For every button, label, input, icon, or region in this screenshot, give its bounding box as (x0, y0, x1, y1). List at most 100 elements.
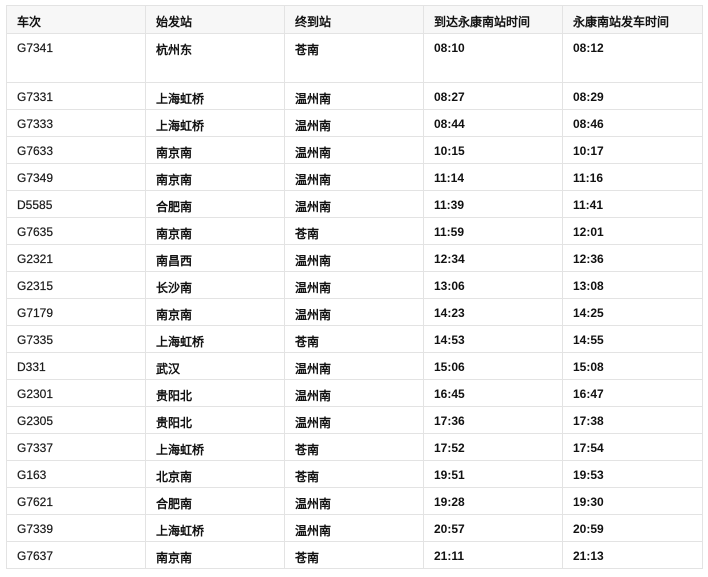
cell-train-number: G2315 (6, 271, 146, 299)
cell-train-number: G7179 (6, 298, 146, 326)
cell-terminal-station: 温州南 (284, 379, 424, 407)
cell-train-number: G7333 (6, 109, 146, 137)
cell-origin-station: 北京南 (145, 460, 285, 488)
cell-origin-station: 上海虹桥 (145, 109, 285, 137)
table-row: G7349 南京南 温州南 11:14 11:16 (6, 163, 703, 191)
train-schedule-table: 车次 始发站 终到站 到达永康南站时间 永康南站发车时间 G7341 杭州东 苍南 0… (6, 5, 703, 569)
table-row: G2301 贵阳北 温州南 16:45 16:47 (6, 379, 703, 407)
table-row: G7335 上海虹桥 苍南 14:53 14:55 (6, 325, 703, 353)
cell-departure-time: 14:25 (562, 298, 703, 326)
cell-terminal-station: 温州南 (284, 82, 424, 110)
cell-origin-station: 上海虹桥 (145, 514, 285, 542)
cell-terminal-station: 苍南 (284, 325, 424, 353)
table-body: G7341 杭州东 苍南 08:10 08:12 G7331 上海虹桥 温州南 08:27 08:… (6, 33, 703, 569)
cell-departure-time: 14:55 (562, 325, 703, 353)
cell-arrival-time: 08:10 (423, 33, 563, 83)
header-row: 车次 始发站 终到站 到达永康南站时间 永康南站发车时间 (6, 5, 703, 34)
cell-arrival-time: 15:06 (423, 352, 563, 380)
cell-arrival-time: 14:53 (423, 325, 563, 353)
cell-terminal-station: 温州南 (284, 487, 424, 515)
cell-terminal-station: 苍南 (284, 460, 424, 488)
table-row: G7635 南京南 苍南 11:59 12:01 (6, 217, 703, 245)
cell-origin-station: 合肥南 (145, 190, 285, 218)
cell-arrival-time: 16:45 (423, 379, 563, 407)
cell-train-number: D5585 (6, 190, 146, 218)
cell-terminal-station: 温州南 (284, 406, 424, 434)
cell-train-number: G7635 (6, 217, 146, 245)
cell-terminal-station: 温州南 (284, 271, 424, 299)
cell-origin-station: 贵阳北 (145, 406, 285, 434)
header-origin-station: 始发站 (145, 5, 285, 34)
cell-terminal-station: 温州南 (284, 190, 424, 218)
cell-departure-time: 11:41 (562, 190, 703, 218)
cell-train-number: D331 (6, 352, 146, 380)
cell-train-number: G7331 (6, 82, 146, 110)
cell-terminal-station: 苍南 (284, 433, 424, 461)
cell-arrival-time: 20:57 (423, 514, 563, 542)
cell-departure-time: 17:38 (562, 406, 703, 434)
cell-origin-station: 上海虹桥 (145, 325, 285, 353)
cell-terminal-station: 温州南 (284, 298, 424, 326)
cell-train-number: G7633 (6, 136, 146, 164)
table-row: G7621 合肥南 温州南 19:28 19:30 (6, 487, 703, 515)
table-row: G163 北京南 苍南 19:51 19:53 (6, 460, 703, 488)
cell-arrival-time: 19:51 (423, 460, 563, 488)
table-row: G7341 杭州东 苍南 08:10 08:12 (6, 33, 703, 83)
header-departure-time: 永康南站发车时间 (562, 5, 703, 34)
table-row: G2321 南昌西 温州南 12:34 12:36 (6, 244, 703, 272)
table-row: G7339 上海虹桥 温州南 20:57 20:59 (6, 514, 703, 542)
cell-train-number: G163 (6, 460, 146, 488)
cell-arrival-time: 17:36 (423, 406, 563, 434)
cell-origin-station: 长沙南 (145, 271, 285, 299)
cell-terminal-station: 温州南 (284, 109, 424, 137)
cell-origin-station: 合肥南 (145, 487, 285, 515)
cell-arrival-time: 08:44 (423, 109, 563, 137)
cell-departure-time: 16:47 (562, 379, 703, 407)
cell-arrival-time: 17:52 (423, 433, 563, 461)
cell-departure-time: 08:46 (562, 109, 703, 137)
table-row: G2315 长沙南 温州南 13:06 13:08 (6, 271, 703, 299)
cell-arrival-time: 08:27 (423, 82, 563, 110)
cell-terminal-station: 苍南 (284, 217, 424, 245)
header-train-number: 车次 (6, 5, 146, 34)
cell-arrival-time: 12:34 (423, 244, 563, 272)
cell-origin-station: 武汉 (145, 352, 285, 380)
cell-train-number: G7349 (6, 163, 146, 191)
cell-departure-time: 12:01 (562, 217, 703, 245)
cell-terminal-station: 苍南 (284, 541, 424, 569)
cell-departure-time: 12:36 (562, 244, 703, 272)
table-row: G7179 南京南 温州南 14:23 14:25 (6, 298, 703, 326)
cell-origin-station: 南京南 (145, 163, 285, 191)
cell-origin-station: 杭州东 (145, 33, 285, 83)
table-row: G7633 南京南 温州南 10:15 10:17 (6, 136, 703, 164)
cell-terminal-station: 苍南 (284, 33, 424, 83)
cell-arrival-time: 11:14 (423, 163, 563, 191)
cell-departure-time: 20:59 (562, 514, 703, 542)
cell-terminal-station: 温州南 (284, 244, 424, 272)
cell-train-number: G7341 (6, 33, 146, 83)
cell-origin-station: 上海虹桥 (145, 433, 285, 461)
table-row: G7337 上海虹桥 苍南 17:52 17:54 (6, 433, 703, 461)
table-row: G7331 上海虹桥 温州南 08:27 08:29 (6, 82, 703, 110)
table-row: D331 武汉 温州南 15:06 15:08 (6, 352, 703, 380)
cell-origin-station: 贵阳北 (145, 379, 285, 407)
cell-departure-time: 19:30 (562, 487, 703, 515)
cell-arrival-time: 10:15 (423, 136, 563, 164)
cell-origin-station: 南昌西 (145, 244, 285, 272)
cell-departure-time: 15:08 (562, 352, 703, 380)
cell-origin-station: 南京南 (145, 217, 285, 245)
cell-departure-time: 11:16 (562, 163, 703, 191)
cell-departure-time: 08:29 (562, 82, 703, 110)
cell-origin-station: 上海虹桥 (145, 82, 285, 110)
cell-arrival-time: 13:06 (423, 271, 563, 299)
cell-terminal-station: 温州南 (284, 352, 424, 380)
cell-train-number: G7339 (6, 514, 146, 542)
cell-train-number: G7621 (6, 487, 146, 515)
table-row: G2305 贵阳北 温州南 17:36 17:38 (6, 406, 703, 434)
cell-arrival-time: 21:11 (423, 541, 563, 569)
cell-terminal-station: 温州南 (284, 136, 424, 164)
table-row: G7637 南京南 苍南 21:11 21:13 (6, 541, 703, 569)
cell-train-number: G7637 (6, 541, 146, 569)
cell-train-number: G2321 (6, 244, 146, 272)
cell-departure-time: 19:53 (562, 460, 703, 488)
